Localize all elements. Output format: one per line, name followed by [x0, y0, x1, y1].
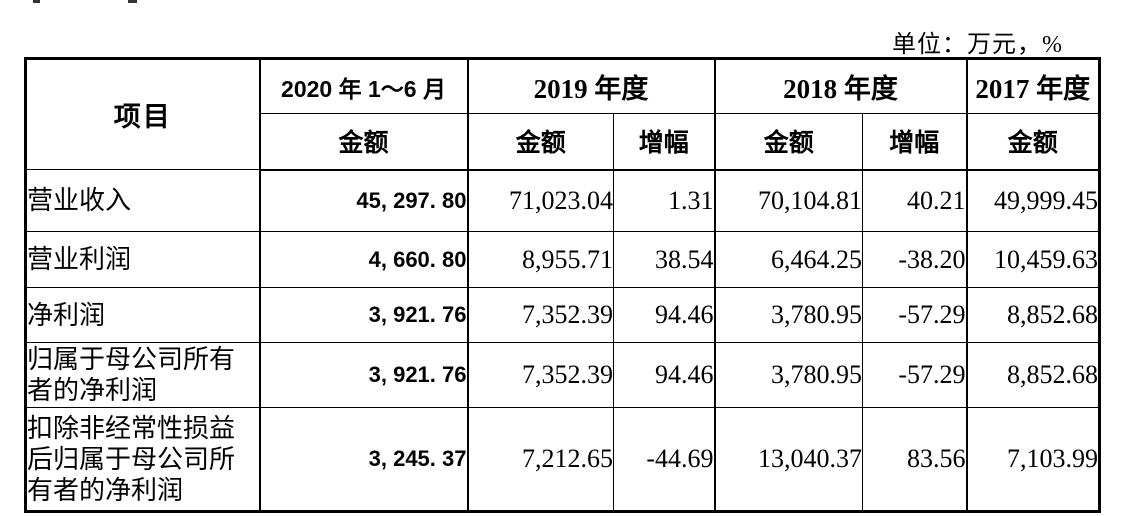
amount-2018-cell: 3,780.95 [713, 287, 863, 343]
amount-2017-cell: 8,852.68 [965, 287, 1100, 343]
growth-2018-cell: -57.29 [862, 342, 967, 408]
growth-2019-cell: 94.46 [613, 342, 715, 408]
col-header-2018: 2018 年度 [713, 58, 967, 114]
growth-2018-cell: 83.56 [862, 407, 967, 512]
col-header-2019: 2019 年度 [466, 58, 715, 114]
header-row-periods: 项目 2020 年 1～6 月 2019 年度 2018 年度 2017 年度 [25, 58, 1100, 170]
col-header-2019-growth: 增幅 [613, 113, 715, 171]
row-net-profit-attributable-deducting-non-recurring: 扣除非经常性损益后归属于母公司所有者的净利润 3, 245. 37 7,212.… [25, 407, 1100, 512]
growth-2018-cell: 40.21 [862, 169, 967, 232]
col-header-2020-amount: 金额 [258, 113, 468, 171]
financial-summary-table: 项目 2020 年 1～6 月 2019 年度 2018 年度 2017 年度 … [24, 57, 1101, 513]
row-net-profit-attributable-to-parent: 归属于母公司所有者的净利润 3, 921. 76 7,352.39 94.46 … [25, 342, 1100, 408]
amount-2017-cell: 49,999.45 [965, 169, 1100, 232]
col-header-2019-amount: 金额 [466, 113, 614, 171]
amount-2018-cell: 3,780.95 [713, 342, 863, 408]
cropped-text-artifact [128, 0, 137, 3]
amount-2020-cell: 3, 921. 76 [258, 342, 468, 408]
amount-2017-cell: 10,459.63 [965, 231, 1100, 288]
amount-2020-cell: 3, 245. 37 [258, 407, 468, 512]
col-header-2017: 2017 年度 [965, 58, 1100, 114]
amount-2017-cell: 7,103.99 [965, 407, 1100, 512]
cropped-text-artifact [33, 0, 40, 3]
amount-2018-cell: 70,104.81 [713, 169, 863, 232]
growth-2018-cell: -57.29 [862, 287, 967, 343]
amount-2018-cell: 6,464.25 [713, 231, 863, 288]
amount-2019-cell: 8,955.71 [466, 231, 614, 288]
item-cell: 扣除非经常性损益后归属于母公司所有者的净利润 [25, 407, 260, 512]
amount-2017-cell: 8,852.68 [965, 342, 1100, 408]
amount-2020-cell: 45, 297. 80 [258, 169, 468, 232]
item-cell: 营业利润 [25, 231, 260, 288]
growth-2019-cell: -44.69 [613, 407, 715, 512]
growth-2018-cell: -38.20 [862, 231, 967, 288]
item-cell: 归属于母公司所有者的净利润 [25, 342, 260, 408]
amount-2020-cell: 4, 660. 80 [258, 231, 468, 288]
row-operating-revenue: 营业收入 45, 297. 80 71,023.04 1.31 70,104.8… [25, 169, 1100, 232]
item-cell: 净利润 [25, 287, 260, 343]
header-row-measures: 金额 金额 增幅 金额 增幅 金额 [26, 113, 1100, 171]
row-operating-profit: 营业利润 4, 660. 80 8,955.71 38.54 6,464.25 … [25, 231, 1100, 288]
amount-2019-cell: 7,212.65 [466, 407, 614, 512]
amount-2020-cell: 3, 921. 76 [258, 287, 468, 343]
item-cell: 营业收入 [25, 169, 260, 232]
col-header-item: 项目 [25, 58, 260, 170]
amount-2018-cell: 13,040.37 [713, 407, 863, 512]
amount-2019-cell: 7,352.39 [466, 287, 614, 343]
row-net-profit: 净利润 3, 921. 76 7,352.39 94.46 3,780.95 -… [25, 287, 1100, 343]
unit-label: 单位：万元，% [892, 32, 1063, 58]
growth-2019-cell: 1.31 [613, 169, 715, 232]
col-header-2018-amount: 金额 [713, 113, 863, 171]
growth-2019-cell: 94.46 [613, 287, 715, 343]
col-header-2020-h1: 2020 年 1～6 月 [258, 58, 468, 114]
growth-2019-cell: 38.54 [613, 231, 715, 288]
amount-2019-cell: 71,023.04 [466, 169, 614, 232]
amount-2019-cell: 7,352.39 [466, 342, 614, 408]
col-header-2018-growth: 增幅 [862, 113, 967, 171]
col-header-2017-amount: 金额 [965, 113, 1100, 171]
